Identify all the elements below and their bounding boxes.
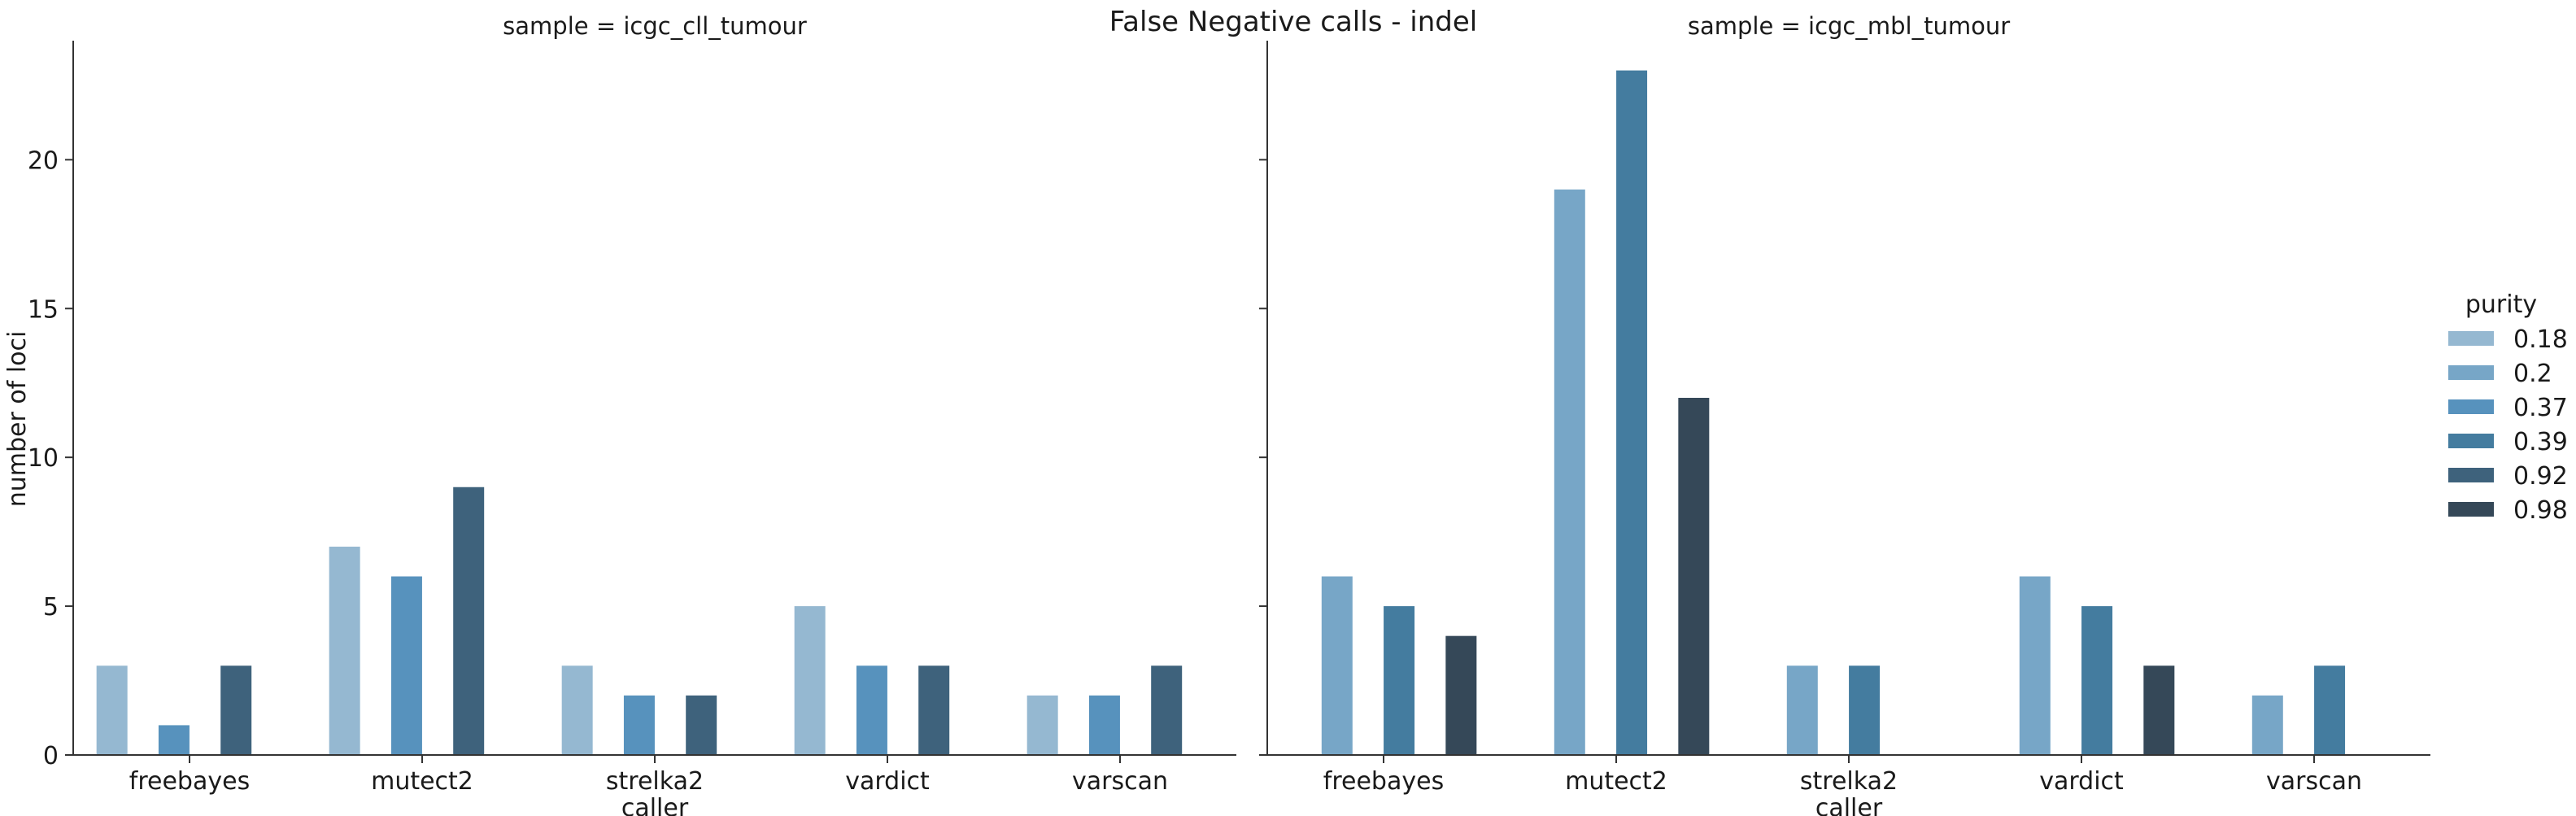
x-axis-label: caller — [1815, 794, 1883, 816]
bar — [1678, 398, 1710, 755]
legend-label: 0.92 — [2513, 462, 2568, 491]
bar — [1445, 635, 1477, 755]
panel-title: sample = icgc_mbl_tumour — [1688, 12, 2010, 40]
x-tick-label: freebayes — [129, 767, 250, 796]
bar — [220, 665, 252, 755]
legend-swatch — [2448, 331, 2494, 346]
x-tick-label: mutect2 — [1565, 767, 1667, 796]
facet-panel: sample = icgc_mbl_tumour freebayes mutect2… — [1259, 12, 2430, 816]
bar — [2314, 665, 2346, 755]
bar — [1088, 695, 1120, 755]
x-tick-label: freebayes — [1323, 767, 1444, 796]
bar — [96, 665, 128, 755]
bar — [2019, 576, 2051, 755]
legend-label: 0.37 — [2513, 394, 2568, 422]
x-tick-label: strelka2 — [606, 767, 704, 796]
legend-label: 0.98 — [2513, 496, 2568, 525]
y-tick-label: 20 — [28, 146, 59, 175]
legend: purity 0.18 0.2 0.37 0.39 0.92 0.98 — [2448, 290, 2568, 525]
x-axis-label: caller — [621, 794, 689, 816]
x-tick-label: varscan — [1072, 767, 1168, 796]
bar — [2081, 606, 2113, 755]
bar — [561, 665, 593, 755]
bar — [623, 695, 655, 755]
bar — [1026, 695, 1058, 755]
y-tick-label: 10 — [28, 444, 59, 473]
bar — [1151, 665, 1183, 755]
legend-swatch — [2448, 434, 2494, 448]
bar — [1849, 665, 1881, 755]
bar — [856, 665, 887, 755]
bar — [686, 695, 717, 755]
bar — [453, 487, 485, 755]
bar — [2251, 695, 2283, 755]
x-tick-label: vardict — [2039, 767, 2124, 796]
bar — [2143, 665, 2175, 755]
bar — [1616, 70, 1648, 756]
bar — [1554, 189, 1585, 755]
bar — [1786, 665, 1818, 755]
legend-title: purity — [2465, 290, 2537, 319]
legend-label: 0.18 — [2513, 325, 2568, 354]
legend-label: 0.2 — [2513, 360, 2552, 388]
y-tick-label: 0 — [43, 742, 59, 770]
chart-title: False Negative calls - indel — [1109, 6, 1478, 38]
y-tick-label: 5 — [43, 593, 59, 622]
legend-swatch — [2448, 502, 2494, 517]
legend-items: 0.18 0.2 0.37 0.39 0.92 0.98 — [2448, 325, 2568, 525]
bar — [329, 546, 360, 755]
bar — [158, 725, 190, 755]
legend-swatch — [2448, 468, 2494, 482]
x-tick-label: mutect2 — [371, 767, 473, 796]
facet-panel: sample = icgc_cll_tumour 0 5 10 15 20 freebaye… — [28, 12, 1236, 816]
bar — [390, 576, 422, 755]
y-axis-label: number of loci — [3, 331, 32, 508]
legend-label: 0.39 — [2513, 428, 2568, 456]
bar — [918, 665, 950, 755]
bar — [794, 606, 826, 755]
x-tick-label: varscan — [2266, 767, 2362, 796]
legend-swatch — [2448, 365, 2494, 380]
x-tick-label: strelka2 — [1800, 767, 1898, 796]
y-tick-label: 15 — [28, 295, 59, 324]
x-tick-label: vardict — [845, 767, 930, 796]
bar — [1321, 576, 1353, 755]
legend-swatch — [2448, 399, 2494, 414]
bar — [1384, 606, 1415, 755]
panel-title: sample = icgc_cll_tumour — [503, 12, 807, 40]
facet-panels: sample = icgc_cll_tumour 0 5 10 15 20 freebaye… — [28, 12, 2430, 816]
